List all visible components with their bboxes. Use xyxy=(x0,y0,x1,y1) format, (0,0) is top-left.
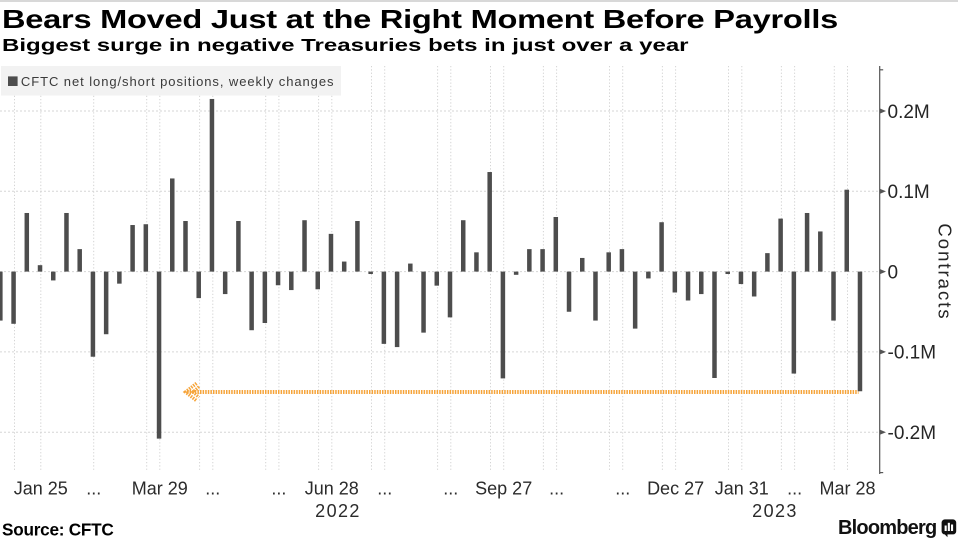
svg-text:Contracts: Contracts xyxy=(935,223,956,320)
svg-text:0.2M: 0.2M xyxy=(888,102,930,123)
svg-text:0.1M: 0.1M xyxy=(888,182,930,203)
svg-text:Jan 25: Jan 25 xyxy=(14,479,68,499)
svg-text:...: ... xyxy=(86,479,101,499)
svg-text:...: ... xyxy=(271,479,286,499)
svg-text:Bloomberg: Bloomberg xyxy=(838,517,936,538)
svg-text:-0.2M: -0.2M xyxy=(888,423,937,444)
svg-text:...: ... xyxy=(443,479,458,499)
svg-text:...: ... xyxy=(549,479,564,499)
svg-text:Jun 28: Jun 28 xyxy=(305,479,359,499)
svg-text:Mar 29: Mar 29 xyxy=(132,479,188,499)
svg-text:2022: 2022 xyxy=(315,501,361,521)
svg-text:0: 0 xyxy=(888,262,899,283)
svg-text:...: ... xyxy=(205,479,220,499)
svg-text:Source: CFTC: Source: CFTC xyxy=(2,519,114,538)
svg-text:CFTC net long/short positions,: CFTC net long/short positions, weekly ch… xyxy=(21,74,335,89)
svg-text:-0.1M: -0.1M xyxy=(888,343,937,364)
svg-text:...: ... xyxy=(377,479,392,499)
svg-text:...: ... xyxy=(615,479,630,499)
svg-text:...: ... xyxy=(787,479,802,499)
svg-text:Jan 31: Jan 31 xyxy=(715,479,769,499)
svg-text:Dec 27: Dec 27 xyxy=(647,479,704,499)
svg-text:Sep 27: Sep 27 xyxy=(475,479,532,499)
svg-text:2023: 2023 xyxy=(752,501,798,521)
svg-text:Mar 28: Mar 28 xyxy=(819,479,875,499)
